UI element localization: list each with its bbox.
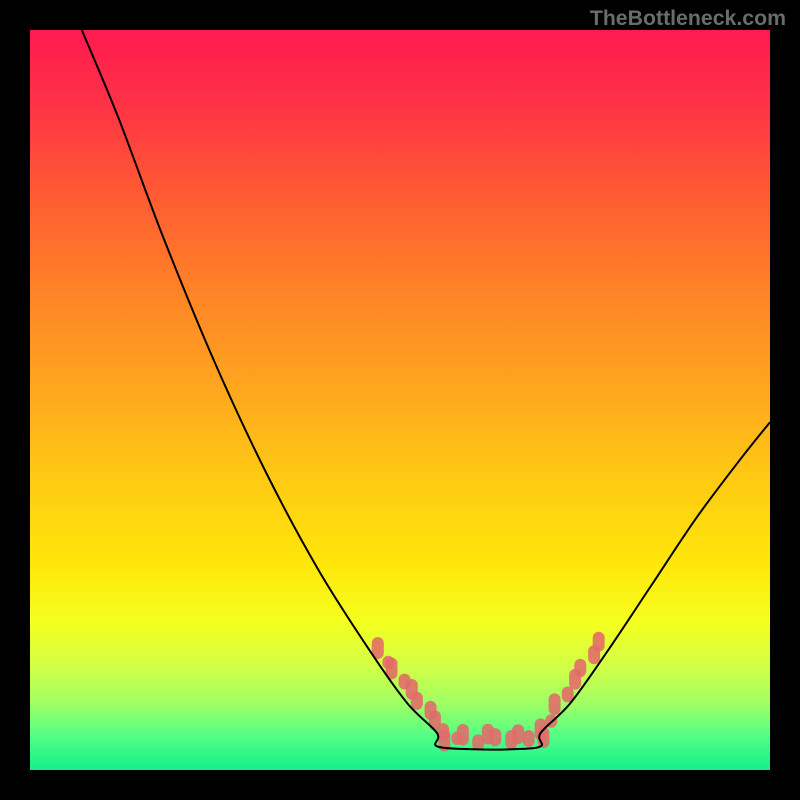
marker xyxy=(411,692,423,710)
marker xyxy=(549,693,561,715)
marker xyxy=(593,632,605,652)
marker xyxy=(457,724,469,746)
watermark-text: TheBottleneck.com xyxy=(590,6,786,31)
plot-background xyxy=(30,30,770,770)
marker xyxy=(523,730,535,747)
bottleneck-chart xyxy=(0,0,800,800)
marker xyxy=(574,659,586,677)
marker xyxy=(512,724,524,744)
marker xyxy=(489,728,501,746)
